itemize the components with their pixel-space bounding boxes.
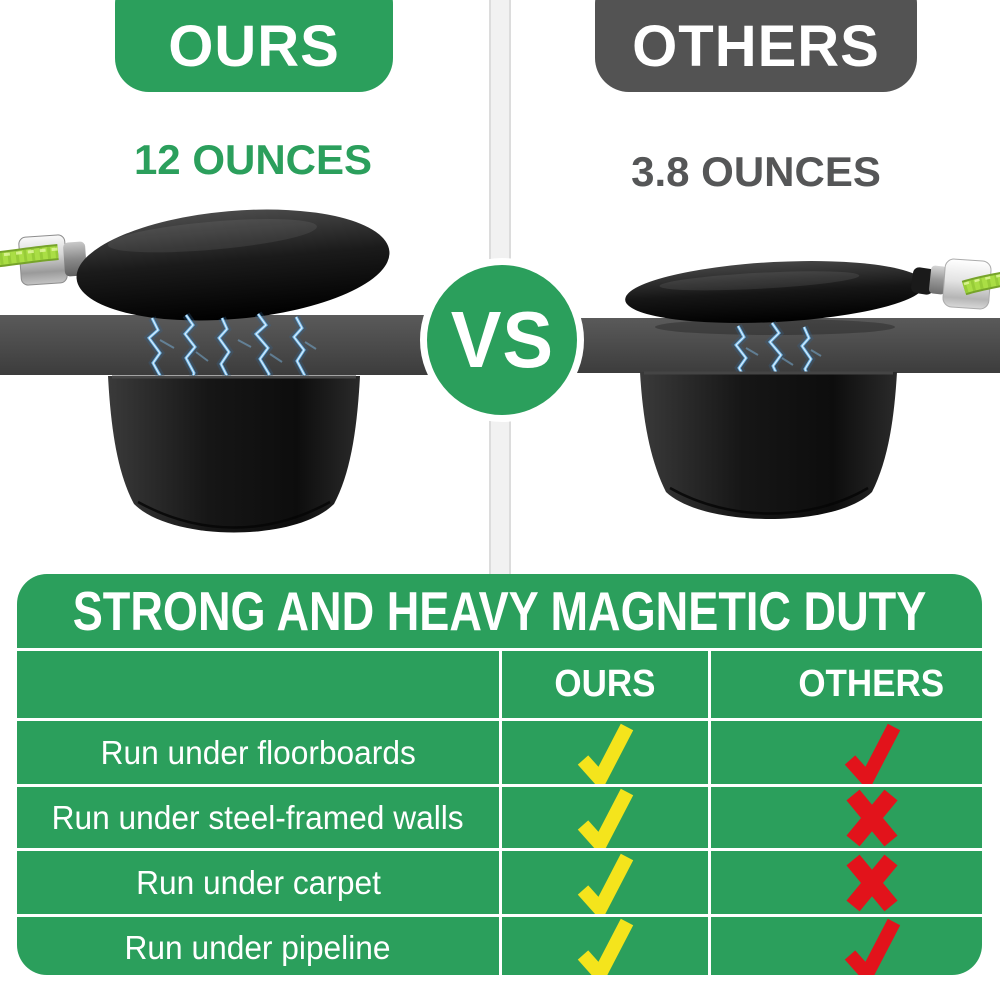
others-mark-cell — [708, 914, 982, 975]
table-row-feature: Run under carpet — [17, 848, 499, 914]
top-magnet-right — [625, 261, 925, 323]
feature-label: Run under carpet — [135, 863, 381, 901]
product-photo-left — [0, 209, 390, 533]
product-photo-right — [625, 258, 1000, 519]
others-banner: OTHERS — [595, 0, 917, 92]
table-row-feature: Run under pipeline — [17, 914, 499, 975]
vs-label: VS — [450, 295, 554, 384]
x-icon — [845, 789, 898, 846]
pull-rope-left — [0, 244, 59, 268]
panel-title-row: STRONG AND HEAVY MAGNETIC DUTY — [17, 574, 982, 651]
check-icon — [844, 723, 900, 784]
bottom-magnet-left — [108, 375, 360, 533]
ours-banner-label: OURS — [168, 13, 340, 79]
check-icon — [577, 723, 634, 784]
check-icon — [577, 853, 634, 914]
others-mark-cell — [708, 718, 982, 784]
ours-mark-cell — [499, 718, 708, 784]
steel-plate-right — [557, 318, 1000, 373]
pull-rope-right — [961, 271, 1000, 296]
check-icon — [844, 918, 900, 975]
table-row-feature: Run under steel-framed walls — [17, 784, 499, 848]
x-icon — [845, 854, 898, 911]
ours-weight-label: 12 OUNCES — [133, 136, 373, 183]
feature-label: Run under floorboards — [100, 733, 416, 771]
others-banner-label: OTHERS — [632, 13, 880, 79]
rope-collar-right — [928, 265, 948, 295]
header-ours-cell: OURS — [499, 651, 708, 718]
bottom-magnet-right — [640, 371, 897, 519]
magnetic-lightning-left — [143, 311, 317, 394]
ours-banner: OURS — [115, 0, 393, 92]
vs-badge: VS — [420, 258, 584, 422]
others-weight-label: 3.8 OUNCES — [631, 148, 881, 195]
others-column-header: OTHERS — [798, 663, 945, 705]
header-others-cell: OTHERS — [708, 651, 982, 718]
others-mark-cell — [708, 784, 982, 848]
comparison-grid: OURS OTHERS Run under floorboards Run un… — [17, 651, 982, 975]
top-magnet-left — [76, 209, 390, 321]
check-icon — [577, 788, 634, 849]
feature-label: Run under pipeline — [125, 929, 391, 966]
others-mark-cell — [708, 848, 982, 914]
panel-title: STRONG AND HEAVY MAGNETIC DUTY — [72, 580, 927, 642]
ours-mark-cell — [499, 784, 708, 849]
table-row-feature: Run under floorboards — [17, 718, 499, 784]
comparison-panel: STRONG AND HEAVY MAGNETIC DUTY OURS OTHE… — [17, 574, 982, 975]
header-feature-cell — [17, 651, 499, 718]
magnet-tip-right — [911, 267, 935, 295]
ours-column-header: OURS — [554, 663, 656, 705]
feature-label: Run under steel-framed walls — [51, 798, 465, 836]
check-icon — [577, 918, 634, 975]
ours-mark-cell — [499, 914, 708, 975]
ours-mark-cell — [499, 848, 708, 914]
